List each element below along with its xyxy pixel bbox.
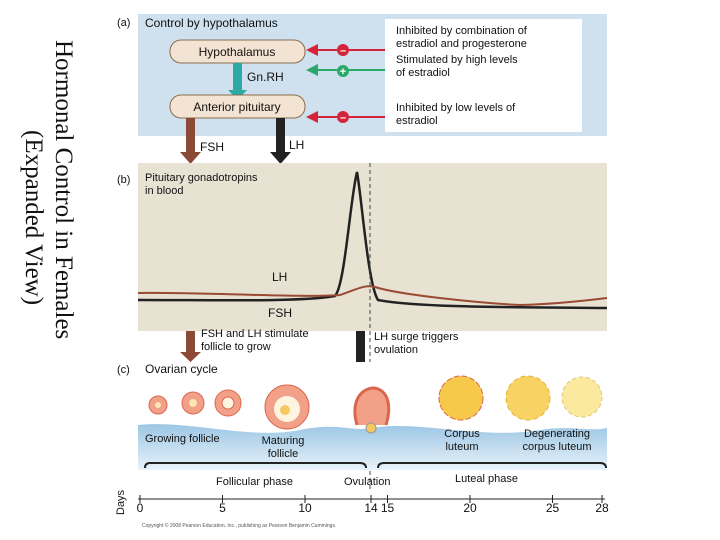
- panel-label: (a): [117, 17, 130, 29]
- panel-heading: in blood: [145, 185, 184, 197]
- lh-arrow: [276, 118, 285, 153]
- note: estradiol: [396, 115, 438, 127]
- note: estradiol and progesterone: [396, 38, 527, 50]
- fsh-arrow-head: [180, 352, 201, 362]
- note: follicle to grow: [201, 341, 271, 353]
- copyright: Copyright © 2008 Pearson Education, Inc.…: [142, 522, 336, 529]
- note: Inhibited by combination of: [396, 25, 528, 37]
- fsh-arrow: [186, 118, 195, 153]
- lh-arrow-head: [270, 152, 291, 164]
- ovulated-oocyte: [365, 422, 377, 434]
- oocyte: [155, 402, 161, 408]
- stage-label: Degenerating: [524, 428, 590, 440]
- day-label: 15: [381, 501, 395, 515]
- stage-label: Growing follicle: [145, 433, 220, 445]
- ruptured-follicle: [353, 386, 391, 426]
- panel-label: (b): [117, 174, 130, 186]
- sign: –: [340, 112, 346, 124]
- sign: +: [340, 66, 346, 78]
- curve-label: LH: [272, 270, 287, 284]
- note: Stimulated by high levels: [396, 54, 518, 66]
- box-label: Anterior pituitary: [193, 100, 280, 114]
- stage-label: corpus luteum: [522, 441, 591, 453]
- note: FSH and LH stimulate: [201, 328, 309, 340]
- day-label: 14: [364, 501, 378, 515]
- day-label: 5: [219, 501, 226, 515]
- arrow-label: LH: [289, 138, 304, 152]
- corpus-luteum: [438, 375, 484, 421]
- day-label: 25: [546, 501, 560, 515]
- lh-curve: [137, 171, 608, 310]
- sign: –: [340, 45, 346, 57]
- panel-heading: Ovarian cycle: [145, 362, 218, 376]
- stage-label: follicle: [268, 448, 299, 460]
- corpus-luteum: [505, 375, 551, 421]
- panel-heading: Pituitary gonadotropins: [145, 172, 258, 184]
- follicles: [148, 375, 603, 434]
- day-label: 10: [298, 501, 312, 515]
- sign-badge: [337, 65, 349, 77]
- phase-label: Follicular phase: [216, 476, 293, 488]
- panel-heading: Control by hypothalamus: [145, 16, 278, 30]
- day-label: 20: [463, 501, 477, 515]
- phase-brace: [144, 462, 607, 469]
- stage-label: luteum: [445, 441, 478, 453]
- fsh-curve: [137, 285, 608, 307]
- stage-label: Maturing: [262, 435, 305, 447]
- oocyte: [221, 396, 235, 410]
- arrow-label: FSH: [200, 140, 224, 154]
- panel-b-bg: [138, 163, 607, 331]
- oocyte: [280, 405, 290, 415]
- pituitary-box: [169, 94, 306, 119]
- gnrh-label: Gn.RH: [247, 70, 284, 84]
- sign-badge: [337, 44, 349, 56]
- phase-label: Luteal phase: [455, 473, 518, 485]
- stage-label: Corpus: [444, 428, 480, 440]
- axis-label: Days: [115, 489, 127, 515]
- note: LH surge triggers: [374, 331, 459, 343]
- gnrh-arrow: [233, 63, 242, 93]
- box-label: Hypothalamus: [199, 45, 276, 59]
- oocyte: [189, 399, 197, 407]
- notes-box: [385, 19, 582, 132]
- panel-label: (c): [117, 364, 130, 376]
- day-label: 0: [137, 501, 144, 515]
- sign-badge: [337, 111, 349, 123]
- title-line: (Expanded View): [20, 130, 47, 305]
- title-line: Hormonal Control in Females: [50, 40, 77, 339]
- day-label: 28: [595, 501, 609, 515]
- degenerating-corpus-luteum: [561, 376, 603, 418]
- phase-label: Ovulation: [344, 476, 390, 488]
- curve-label: FSH: [268, 306, 292, 320]
- fsh-arrow-head: [180, 152, 201, 164]
- ovary-tissue: [138, 424, 607, 470]
- note: ovulation: [374, 344, 418, 356]
- note: of estradiol: [396, 67, 450, 79]
- note: Inhibited by low levels of: [396, 102, 516, 114]
- fsh-arrow: [186, 331, 195, 353]
